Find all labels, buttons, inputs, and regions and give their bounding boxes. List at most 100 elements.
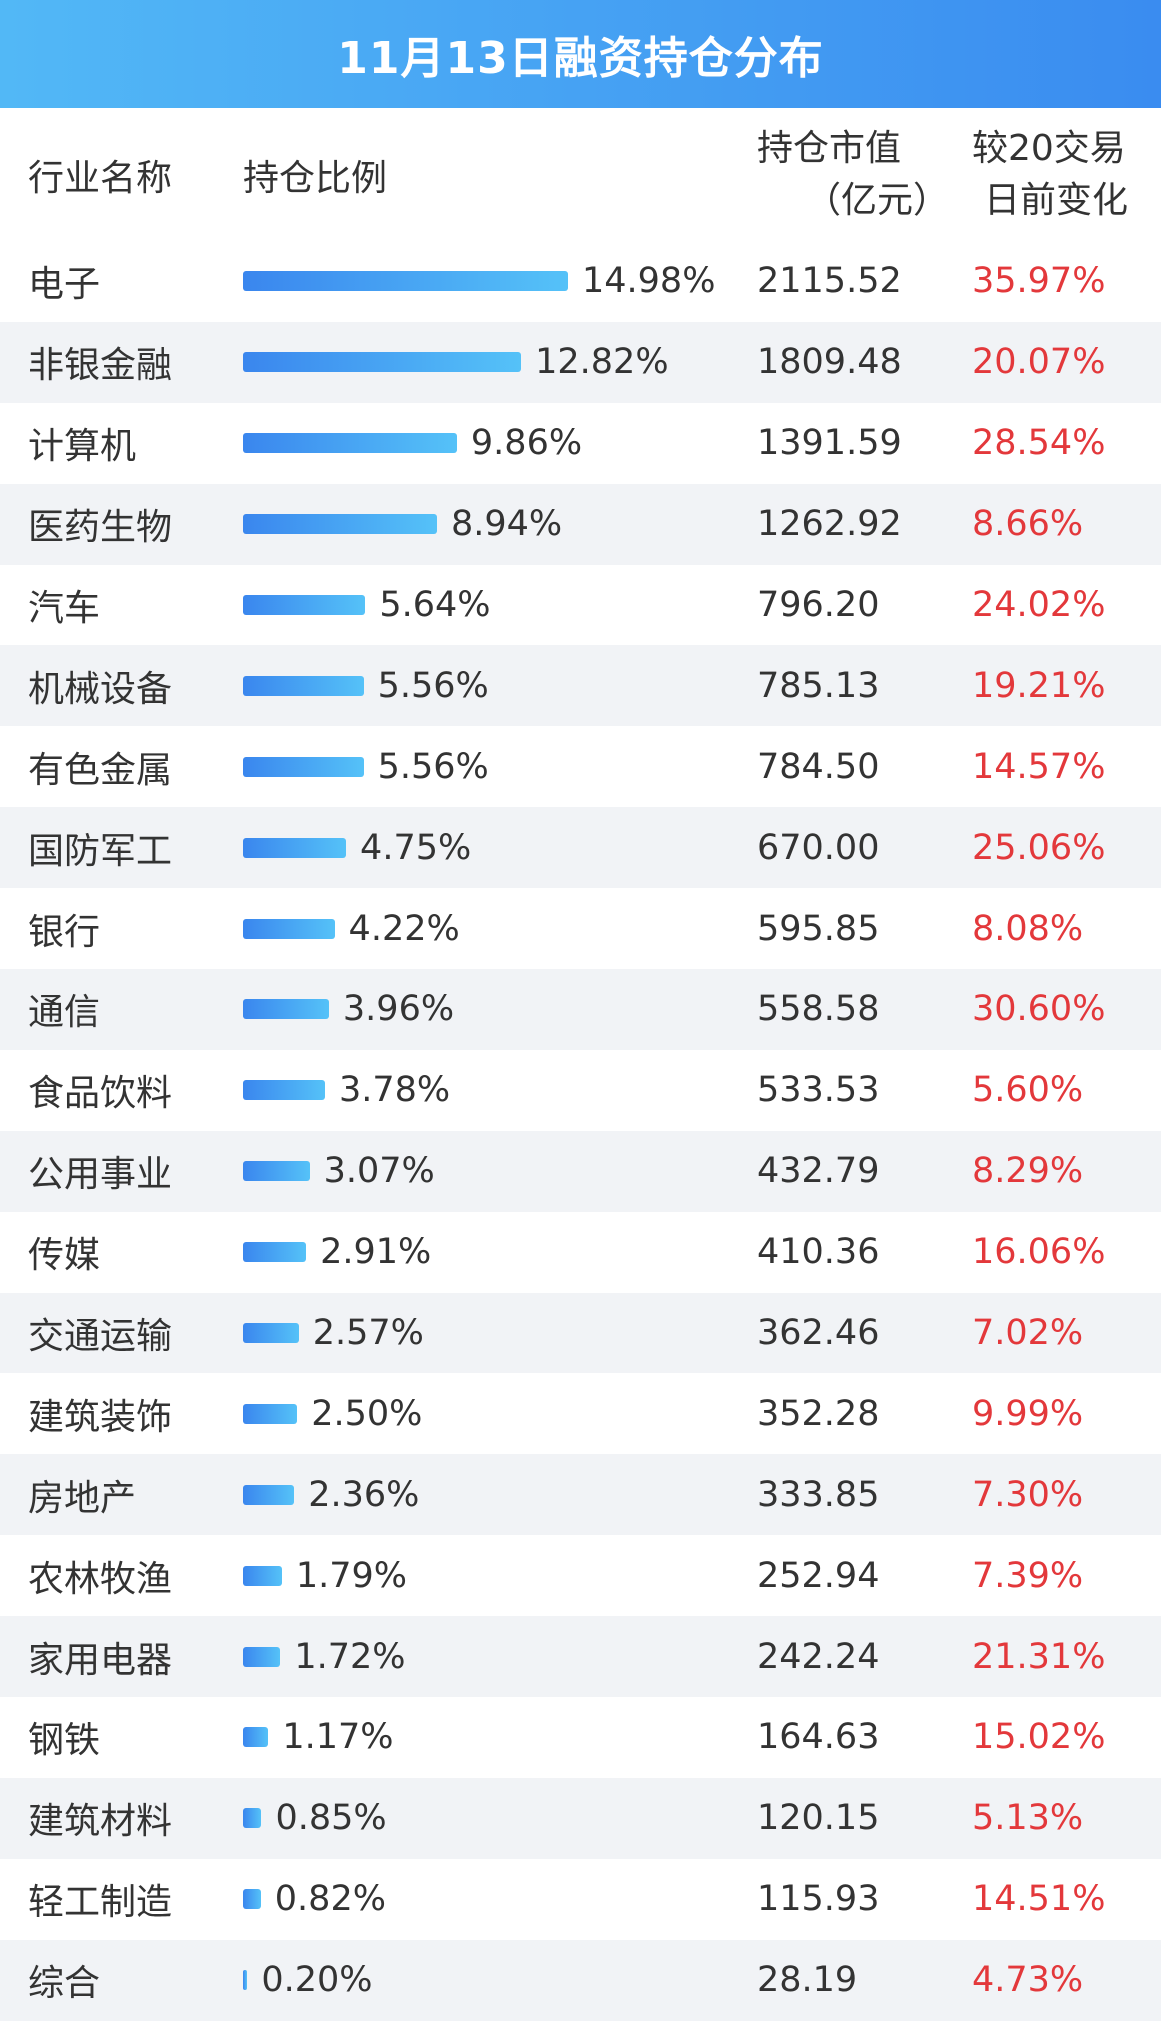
ratio-bar	[243, 1565, 282, 1586]
table-row: 交通运输 2.57% 362.46 7.02%	[0, 1292, 1161, 1374]
market-value: 252.94	[757, 1555, 880, 1596]
industry-name: 机械设备	[28, 668, 173, 710]
industry-name: 非银金融	[28, 345, 173, 387]
ratio-cell: 14.98%	[243, 241, 743, 322]
ratio-cell: 5.56%	[243, 726, 743, 807]
ratio-label: 2.91%	[320, 1232, 432, 1273]
ratio-cell: 5.64%	[243, 565, 743, 646]
ratio-label: 0.20%	[261, 1960, 373, 2001]
industry-name: 国防军工	[28, 830, 173, 872]
table-row: 建筑材料 0.85% 120.15 5.13%	[0, 1777, 1161, 1859]
change-value: 5.13%	[972, 1798, 1084, 1839]
market-value: 785.13	[757, 665, 880, 706]
industry-name: 食品饮料	[28, 1073, 173, 1115]
industry-name: 传媒	[28, 1235, 101, 1277]
ratio-cell: 4.22%	[243, 888, 743, 969]
change-value: 14.57%	[972, 746, 1106, 787]
change-value: 16.06%	[972, 1232, 1106, 1273]
table-header: 行业名称 持仓比例 持仓市值 （亿元） 较20交易 日前变化	[0, 108, 1161, 241]
ratio-cell: 1.72%	[243, 1616, 743, 1697]
table-row: 综合 0.20% 28.19 4.73%	[0, 1939, 1161, 2021]
industry-name: 汽车	[28, 588, 101, 629]
ratio-bar	[243, 1484, 295, 1505]
ratio-cell: 5.56%	[243, 645, 743, 726]
market-value: 796.20	[757, 585, 880, 625]
ratio-label: 2.50%	[311, 1393, 423, 1434]
change-value: 14.51%	[972, 1879, 1106, 1920]
table-row: 房地产 2.36% 333.85 7.30%	[0, 1454, 1161, 1536]
ratio-cell: 0.20%	[243, 1940, 743, 2021]
ratio-cell: 1.79%	[243, 1535, 743, 1616]
ratio-bar	[243, 433, 457, 454]
ratio-label: 8.94%	[450, 504, 563, 545]
market-value: 558.58	[757, 989, 880, 1030]
table-row: 银行 4.22% 595.85 8.08%	[0, 888, 1161, 969]
ratio-bar	[243, 1727, 269, 1748]
ratio-label: 0.82%	[274, 1879, 386, 1920]
table-row: 轻工制造 0.82% 115.93 14.51%	[0, 1859, 1161, 1940]
ratio-label: 3.07%	[323, 1151, 435, 1192]
ratio-cell: 8.94%	[243, 484, 743, 565]
ratio-cell: 0.85%	[243, 1778, 743, 1859]
change-value: 30.60%	[972, 989, 1106, 1030]
industry-name: 银行	[28, 911, 101, 953]
ratio-bar	[243, 1323, 299, 1344]
market-value: 120.15	[757, 1798, 880, 1839]
industry-name: 农林牧渔	[28, 1558, 173, 1600]
change-value: 35.97%	[972, 261, 1106, 302]
ratio-cell: 3.78%	[243, 1050, 743, 1131]
ratio-label: 1.79%	[295, 1555, 408, 1596]
ratio-label: 4.75%	[360, 827, 472, 868]
table-row: 农林牧渔 1.79% 252.94 7.39%	[0, 1535, 1161, 1616]
header-change-line1: 较20交易	[972, 127, 1126, 169]
change-value: 21.31%	[972, 1636, 1106, 1677]
ratio-bar	[243, 1808, 262, 1829]
ratio-cell: 3.96%	[243, 969, 743, 1050]
market-value: 28.19	[757, 1960, 858, 2001]
ratio-bar	[243, 756, 364, 777]
ratio-label: 12.82%	[535, 342, 669, 383]
table-row: 国防军工 4.75% 670.00 25.06%	[0, 807, 1161, 889]
change-value: 7.39%	[972, 1555, 1084, 1596]
ratio-cell: 3.07%	[243, 1131, 743, 1212]
market-value: 115.93	[757, 1879, 880, 1920]
change-value: 9.99%	[972, 1393, 1084, 1434]
industry-name: 钢铁	[28, 1720, 101, 1762]
industry-name: 医药生物	[28, 507, 173, 549]
table-row: 建筑装饰 2.50% 352.28 9.99%	[0, 1373, 1161, 1454]
market-value: 670.00	[757, 827, 880, 868]
industry-name: 有色金属	[28, 749, 173, 791]
ratio-label: 1.17%	[282, 1717, 394, 1758]
ratio-label: 5.56%	[377, 665, 489, 706]
ratio-label: 9.86%	[470, 423, 583, 464]
industry-name: 通信	[28, 992, 101, 1034]
industry-name: 计算机	[28, 426, 137, 468]
ratio-bar	[243, 352, 522, 373]
ratio-bar	[243, 1161, 310, 1182]
ratio-bar	[243, 1242, 307, 1263]
ratio-label: 14.98%	[582, 261, 716, 302]
ratio-bar	[243, 1646, 281, 1667]
ratio-label: 4.22%	[348, 908, 460, 949]
industry-name: 建筑装饰	[28, 1396, 173, 1438]
table-row: 传媒 2.91% 410.36 16.06%	[0, 1212, 1161, 1293]
ratio-bar	[243, 1970, 248, 1991]
market-value: 1262.92	[757, 504, 902, 545]
ratio-cell: 0.82%	[243, 1859, 743, 1940]
table-row: 通信 3.96% 558.58 30.60%	[0, 969, 1161, 1050]
table-row: 电子 14.98% 2115.52 35.97%	[0, 241, 1161, 322]
ratio-cell: 12.82%	[243, 322, 743, 403]
industry-name: 交通运输	[28, 1316, 173, 1358]
industry-name: 公用事业	[28, 1154, 173, 1196]
table-row: 汽车 5.64% 796.20 24.02%	[0, 565, 1161, 646]
ratio-bar	[243, 514, 437, 535]
ratio-label: 3.96%	[342, 989, 455, 1030]
table-row: 食品饮料 3.78% 533.53 5.60%	[0, 1050, 1161, 1131]
change-value: 7.30%	[972, 1474, 1084, 1515]
market-value: 1391.59	[757, 423, 902, 464]
ratio-bar	[243, 271, 568, 292]
holdings-table: 行业名称 持仓比例 持仓市值 （亿元） 较20交易 日前变化 电子 14.98% 2…	[0, 108, 1161, 2021]
market-value: 432.79	[757, 1151, 880, 1192]
industry-name: 建筑材料	[28, 1801, 173, 1843]
market-value: 2115.52	[757, 261, 902, 302]
